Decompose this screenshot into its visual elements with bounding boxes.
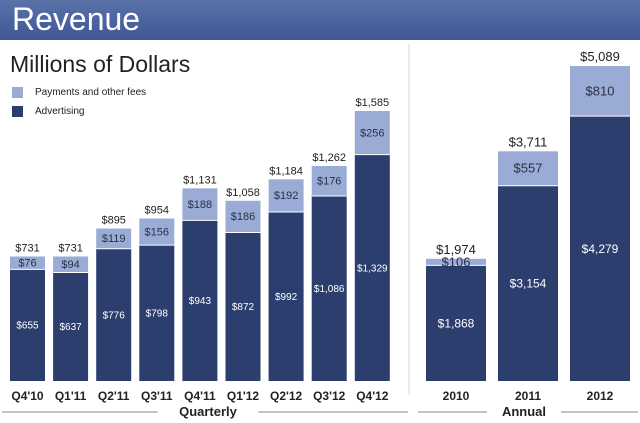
header-bar: Revenue (0, 0, 640, 40)
bar-payments-2011 (498, 151, 558, 186)
label-payments-q212: $192 (274, 190, 298, 202)
bar-advertising-q311 (139, 245, 175, 381)
label-total-2012: $5,089 (580, 49, 620, 64)
label-total-q112: $1,058 (226, 187, 260, 199)
tick-label-q311: Q3'11 (141, 389, 173, 403)
label-total-q211: $895 (101, 215, 125, 227)
bar-advertising-q412 (354, 154, 390, 381)
label-payments-q111: $94 (61, 259, 79, 271)
bar-advertising-q111 (53, 272, 89, 381)
legend-swatch-payments (12, 87, 23, 98)
label-payments-q112: $186 (231, 211, 255, 223)
tick-label-2011: 2011 (515, 389, 541, 403)
label-total-2011: $3,711 (509, 134, 548, 149)
label-advertising-q211: $776 (103, 310, 126, 321)
bar-advertising-q410 (10, 269, 45, 381)
tick-label-q412: Q4'12 (356, 389, 389, 403)
tick-label-q111: Q1'11 (55, 389, 87, 403)
bar-payments-q312 (311, 166, 347, 197)
tick-label-q211: Q2'11 (98, 389, 130, 403)
label-advertising-q111: $637 (59, 322, 82, 333)
bar-payments-q411 (182, 188, 218, 221)
bar-payments-q112 (225, 200, 261, 233)
bar-payments-q212 (268, 179, 304, 213)
bar-payments-q111 (53, 256, 89, 273)
tick-label-q410: Q4'10 (11, 389, 44, 403)
label-payments-q411: $188 (188, 199, 212, 211)
label-payments-q312: $176 (317, 176, 341, 188)
bar-advertising-q212 (268, 212, 304, 381)
legend-label-payments: Payments and other fees (35, 87, 147, 98)
label-advertising-q412: $1,329 (357, 263, 388, 274)
legend-item-advertising: Advertising (12, 106, 84, 117)
label-advertising-q112: $872 (232, 302, 255, 313)
bar-payments-q311 (139, 218, 175, 246)
label-advertising-q311: $798 (146, 309, 169, 320)
bar-payments-q412 (354, 111, 390, 155)
label-payments-q211: $119 (102, 233, 126, 245)
tick-label-2010: 2010 (443, 389, 470, 403)
label-payments-2011: $557 (514, 161, 543, 176)
label-advertising-q411: $943 (189, 296, 212, 307)
legend-swatch-advertising (12, 106, 23, 117)
label-payments-q311: $156 (145, 226, 169, 238)
tick-label-2012: 2012 (587, 389, 614, 403)
label-advertising-2010: $1,868 (438, 316, 475, 330)
bar-payments-q410 (10, 256, 45, 270)
label-total-q312: $1,262 (312, 152, 346, 164)
tick-label-q312: Q3'12 (313, 389, 346, 403)
bar-payments-2010 (426, 258, 486, 266)
label-total-q311: $954 (145, 204, 169, 216)
bar-payments-q211 (96, 228, 132, 249)
label-payments-2010: $106 (442, 255, 471, 270)
chart-subtitle: Millions of Dollars (10, 51, 191, 77)
axis-title-annual: Annual (502, 404, 546, 419)
bar-advertising-2010 (426, 265, 486, 381)
axis-title-quarterly: Quarterly (179, 404, 238, 419)
bar-advertising-q312 (311, 196, 347, 381)
bar-advertising-q411 (182, 220, 218, 381)
tick-label-q112: Q1'12 (227, 389, 260, 403)
label-payments-2012: $810 (586, 83, 615, 98)
label-total-q411: $1,131 (183, 174, 217, 186)
label-advertising-2012: $4,279 (582, 242, 619, 256)
label-payments-q410: $76 (18, 257, 36, 269)
legend-item-payments: Payments and other fees (12, 87, 146, 98)
bar-advertising-2012 (570, 116, 630, 382)
label-total-q111: $731 (58, 242, 82, 254)
tick-label-q212: Q2'12 (270, 389, 303, 403)
label-advertising-q312: $1,086 (314, 284, 345, 295)
label-total-q410: $731 (15, 242, 39, 254)
legend-label-advertising: Advertising (35, 106, 85, 117)
label-total-q212: $1,184 (269, 165, 303, 177)
tick-label-q411: Q4'11 (184, 389, 216, 403)
bar-advertising-q112 (225, 232, 261, 381)
label-advertising-q410: $655 (16, 321, 39, 332)
label-total-q412: $1,585 (355, 97, 389, 109)
bar-advertising-2011 (498, 185, 558, 381)
page-title: Revenue (12, 1, 141, 37)
bar-payments-2012 (570, 66, 630, 117)
label-total-2010: $1,974 (436, 242, 476, 257)
label-advertising-q212: $992 (275, 292, 298, 303)
label-payments-q412: $256 (360, 127, 384, 139)
bar-advertising-q211 (96, 248, 132, 381)
label-advertising-2011: $3,154 (510, 277, 547, 291)
